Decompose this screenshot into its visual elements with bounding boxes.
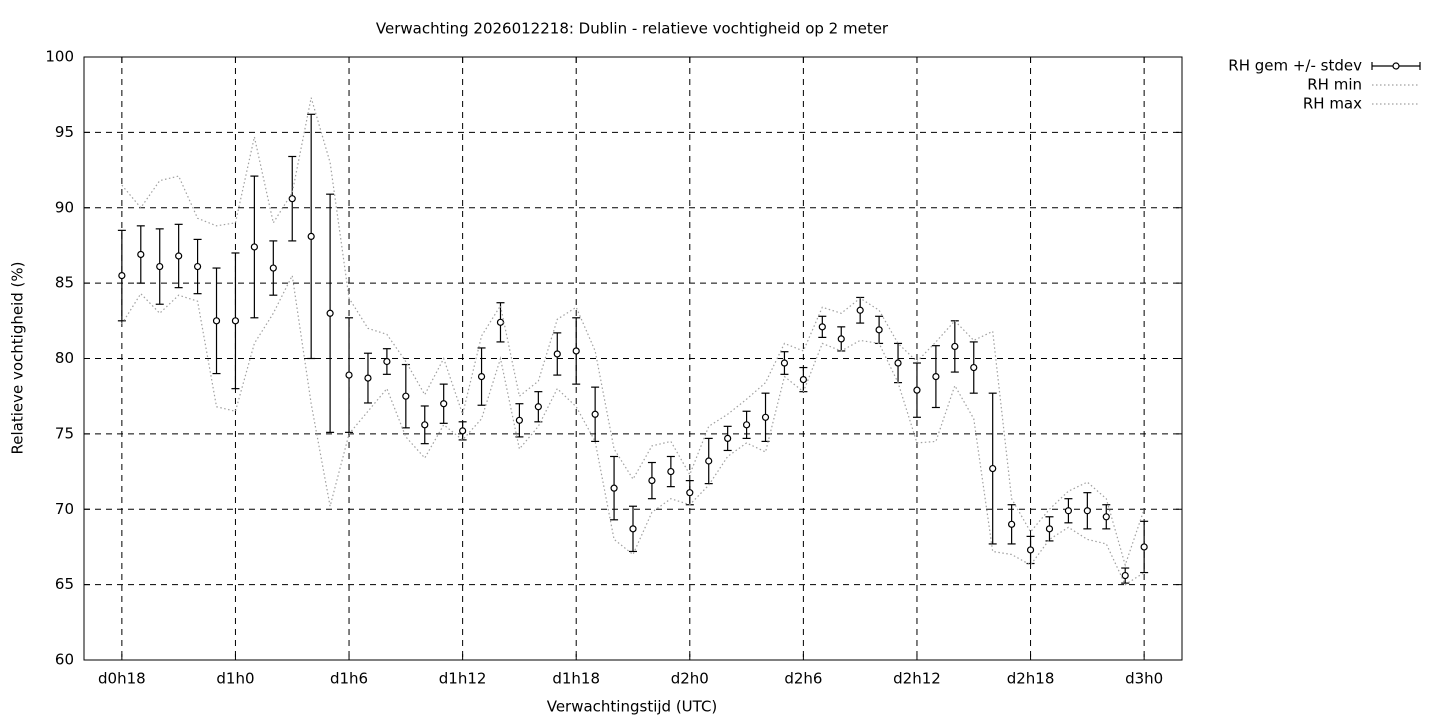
data-point [837,335,845,343]
data-point [742,421,751,429]
data-point [345,371,353,379]
x-tick-label: d3h0 [1125,670,1163,688]
x-tick-label: d2h12 [893,670,941,688]
data-point [705,457,713,465]
x-tick-label: d2h0 [671,670,709,688]
data-point [156,262,164,271]
legend-label: RH max [1303,95,1362,113]
plot-frame [83,56,1183,661]
data-point [989,464,997,473]
data-point [534,403,542,411]
x-tick-label: d2h6 [784,670,822,688]
data-point [799,376,807,384]
x-tick-label: d0h18 [98,670,146,688]
x-tick-label: d1h0 [216,670,254,688]
data-point [572,347,580,355]
data-point [515,416,524,424]
y-tick-label: 100 [45,48,74,66]
data-point [459,427,467,435]
data-point [724,434,732,442]
data-point [1102,513,1110,521]
data-point [175,252,183,260]
data-point [364,374,372,382]
data-point [137,250,145,259]
data-point [648,477,656,485]
data-point [818,323,826,331]
data-point [856,306,864,314]
x-tick-label: d1h12 [439,670,487,688]
y-tick-label: 80 [55,349,74,367]
data-point [477,372,486,381]
x-tick-label: d1h18 [552,670,600,688]
data-point [1026,546,1035,554]
data-point [496,318,505,326]
data-point [383,357,391,366]
data-point [875,326,883,334]
x-axis-label: Verwachtingstijd (UTC) [547,698,718,716]
data-point [212,317,221,325]
data-point [1045,525,1054,533]
y-tick-label: 90 [55,198,74,216]
data-point [307,232,315,240]
data-point [193,262,202,271]
data-point [629,525,637,533]
data-point [421,421,429,429]
data-point [610,484,618,492]
data-point [894,359,902,367]
data-point [440,400,448,408]
y-tick-label: 85 [55,274,74,292]
data-point [118,271,126,280]
data-point [667,467,675,476]
y-axis-label: Relatieve vochtigheid (%) [9,261,27,454]
data-point [288,195,296,203]
x-tick-label: d2h18 [1007,670,1055,688]
data-point [970,363,978,372]
data-point [1064,507,1073,515]
data-point [269,264,277,272]
data-point [1008,520,1016,528]
y-tick-label: 95 [55,123,74,141]
data-point [231,317,240,325]
chart-title: Verwachting 2026012218: Dublin - relatie… [376,20,889,38]
data-point [1121,571,1129,580]
data-point [761,413,770,421]
legend-label: RH min [1307,76,1362,94]
data-point [932,372,940,381]
data-point [250,243,258,251]
x-tick-label: d1h6 [330,670,368,688]
data-point [326,309,334,317]
data-point [913,386,921,394]
data-point [1140,543,1148,551]
data-point [553,350,561,358]
data-point [686,489,694,497]
y-tick-label: 70 [55,500,74,518]
range-line [121,273,1145,586]
data-point [1083,507,1091,515]
data-point [402,392,410,400]
data-point [951,342,959,351]
legend-swatch [1392,62,1400,70]
data-point [591,410,599,418]
y-tick-label: 65 [55,575,74,593]
y-tick-label: 60 [55,651,74,669]
y-tick-label: 75 [55,424,74,442]
legend-label: RH gem +/- stdev [1228,57,1362,75]
data-point [780,359,789,367]
